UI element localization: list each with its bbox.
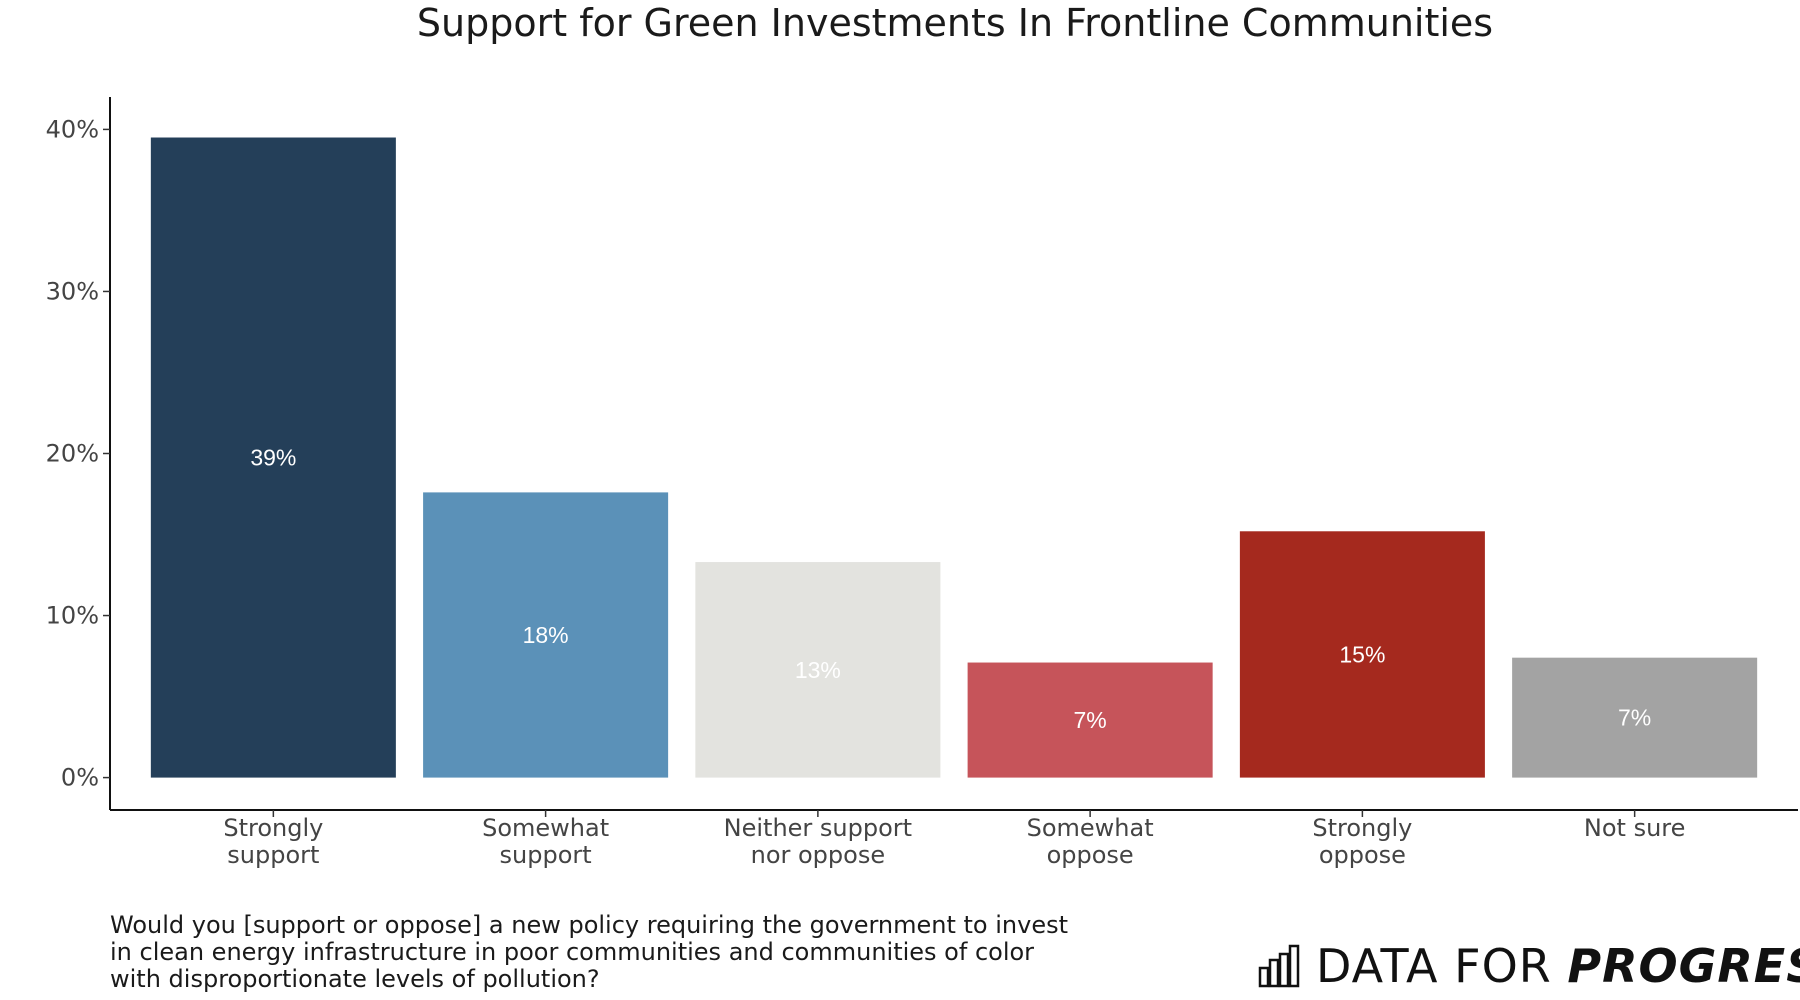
data-label: 18% [523, 622, 569, 648]
y-tick-label: 40% [46, 115, 99, 143]
data-label: 13% [795, 657, 841, 683]
bars [150, 137, 1758, 778]
x-tick-label-line: oppose [1047, 841, 1134, 869]
survey-question: Would you [support or oppose] a new poli… [110, 912, 1160, 993]
data-label: 39% [250, 445, 296, 471]
brand-wordmark-light: DATA FOR [1316, 939, 1568, 993]
x-tick-label-line: Not sure [1584, 814, 1686, 842]
survey-question-line: in clean energy infrastructure in poor c… [110, 938, 1035, 966]
x-tick-label-line: oppose [1319, 841, 1406, 869]
bar [695, 562, 941, 778]
bar [1512, 657, 1758, 778]
data-label: 7% [1074, 707, 1107, 733]
y-tick-label: 20% [46, 440, 99, 468]
x-tick-label: Somewhat oppose [1027, 814, 1154, 869]
y-tick-label: 30% [46, 277, 99, 305]
data-labels: 39% 18% 13% 7% 15% 7% [250, 445, 1651, 734]
x-tick-label-line: support [227, 841, 319, 869]
y-tick-label: 10% [46, 602, 99, 630]
survey-question-line: with disproportionate levels of pollutio… [110, 965, 600, 993]
brand-wordmark: DATA FOR PROGRESS [1316, 939, 1800, 993]
chart-title: Support for Green Investments In Frontli… [417, 1, 1493, 45]
x-tick-label-line: Somewhat [482, 814, 609, 842]
survey-question-line: Would you [support or oppose] a new poli… [110, 911, 1069, 939]
axes: 0% 10% 20% 30% 40% [46, 97, 1798, 811]
bar [967, 662, 1213, 778]
x-tick-label-line: support [500, 841, 592, 869]
x-tick-label-line: Somewhat [1027, 814, 1154, 842]
brand-logo: DATA FOR PROGRESS [1258, 938, 1800, 994]
x-tick-label: Neither support nor oppose [724, 814, 912, 869]
bar [1239, 531, 1485, 778]
x-tick-label-line: Strongly [223, 814, 323, 842]
data-label: 7% [1618, 705, 1651, 731]
y-tick-label: 0% [61, 764, 99, 792]
x-tick-label: Strongly oppose [1312, 814, 1412, 869]
data-label: 15% [1339, 641, 1385, 667]
x-tick-label: Strongly support [223, 814, 323, 869]
brand-wordmark-bold: PROGRESS [1567, 939, 1800, 993]
x-tick-label-line: Neither support [724, 814, 912, 842]
x-tick-label-line: nor oppose [751, 841, 886, 869]
x-tick-label-line: Strongly [1312, 814, 1412, 842]
x-tick-label: Not sure [1584, 814, 1686, 842]
bar [150, 137, 396, 778]
bar-chart-logo-icon [1258, 944, 1300, 988]
bar [423, 492, 669, 778]
x-tick-label: Somewhat support [482, 814, 609, 869]
